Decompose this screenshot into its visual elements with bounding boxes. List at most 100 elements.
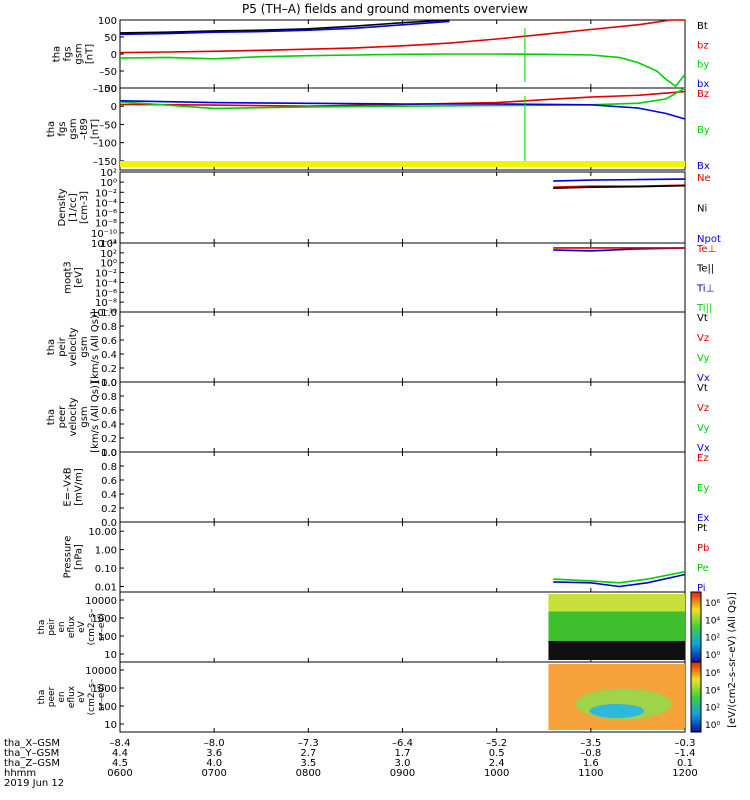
- spectrogram-fill: [589, 704, 645, 718]
- y-axis-label: eV: [77, 620, 87, 633]
- y-tick-label: 10⁻²: [95, 188, 117, 199]
- bottom-row-value: 0700: [201, 768, 226, 779]
- y-axis-label: peir: [57, 336, 68, 356]
- y-axis-label: velocity: [68, 327, 79, 366]
- legend-label: By: [697, 125, 710, 136]
- y-axis-label: peir: [47, 618, 57, 636]
- y-axis-label: gsm: [74, 43, 85, 64]
- plot-title: P5 (TH–A) fields and ground moments over…: [242, 2, 528, 16]
- y-axis-label: Density: [57, 188, 68, 226]
- y-tick-label: 1.0: [101, 308, 117, 319]
- legend-label: Vy: [697, 353, 710, 364]
- legend-label: Ne: [697, 173, 711, 184]
- y-axis-label: [mV/m]: [74, 468, 85, 506]
- legend-label: Te||: [696, 264, 714, 275]
- legend-label: Ti⊥: [696, 283, 714, 294]
- y-tick-label: 10.00: [88, 527, 117, 538]
- legend-label: Npot: [697, 234, 721, 245]
- y-tick-label: –50: [99, 120, 117, 131]
- panel-frame: [119, 171, 686, 244]
- colorbar-label: [eV/(cm2–s–sr–eV) (All Qs)]: [727, 592, 738, 728]
- legend-label: Pb: [697, 543, 709, 554]
- legend-label: bz: [697, 40, 709, 51]
- bottom-row-value: 0.5: [489, 748, 505, 759]
- y-axis-label: eV: [77, 690, 87, 703]
- y-axis-label: tha: [52, 46, 63, 62]
- spectrogram-fill: [548, 594, 685, 612]
- bottom-row-value: 1000: [484, 768, 509, 779]
- y-tick-label: 100: [98, 16, 117, 27]
- bottom-row-value: 3.5: [300, 758, 316, 769]
- bottom-row-value: 0900: [390, 768, 415, 779]
- legend-label: Ez: [697, 453, 709, 464]
- bottom-row-value: –0.3: [675, 738, 696, 749]
- bottom-row-value: 0600: [107, 768, 132, 779]
- series-By: [119, 87, 686, 110]
- panel-frame: [119, 381, 686, 453]
- y-tick-label: 1000: [92, 614, 117, 625]
- spectrogram-peer-eflux: 10000 1000 100 10 tha peer en eflux eV (cm2–s– sr–…: [37, 661, 686, 733]
- colorbar: [690, 591, 702, 663]
- legend-label: bx: [697, 79, 709, 90]
- y-axis-label: [nPa]: [74, 544, 85, 570]
- legend-label: Te⊥: [696, 244, 716, 255]
- legend-label: Ey: [697, 483, 709, 494]
- bottom-row-value: 0800: [296, 768, 321, 779]
- y-axis-label: gsm: [68, 118, 79, 139]
- y-axis-label: peer: [57, 405, 68, 429]
- colorbar-tick-label: 10⁴: [705, 686, 720, 696]
- y-tick-label: 100: [98, 702, 117, 713]
- y-tick-label: 10⁻¹⁰: [91, 229, 117, 240]
- bottom-row-value: –8.0: [204, 738, 225, 749]
- legend-label: Pe: [697, 563, 709, 574]
- series-Npot: [553, 178, 686, 182]
- y-tick-label: 10: [104, 720, 117, 731]
- colorbar-tick-label: 10⁰: [705, 651, 720, 661]
- panel-frame: [119, 311, 686, 383]
- mode-bar: [120, 161, 685, 167]
- bottom-row-value: 1100: [578, 768, 603, 779]
- y-tick-label: 10000: [85, 666, 117, 677]
- spectrogram-peir-eflux: 10000 1000 100 10 tha peir en eflux eV (cm2–s– sr–…: [37, 591, 686, 663]
- spectrogram-fill: [548, 641, 685, 660]
- bottom-row-value: 2.4: [489, 758, 505, 769]
- y-tick-label: 0.0: [101, 518, 117, 529]
- y-tick-label: 1.0: [101, 378, 117, 389]
- y-axis-label: (cm2–s–: [87, 608, 97, 645]
- y-axis-label: [nT]: [90, 119, 101, 139]
- bottom-row-value: –3.5: [580, 738, 601, 749]
- y-tick-label: 10⁰: [100, 178, 117, 189]
- colorbar-tick-label: 10⁴: [705, 616, 720, 626]
- bottom-row-label: tha_X–GSM: [4, 738, 60, 749]
- y-tick-label: 50: [104, 33, 117, 44]
- y-tick-label: 0.2: [101, 504, 117, 515]
- y-tick-label: 50: [104, 84, 117, 95]
- y-axis-label: E=–VxB: [63, 467, 74, 506]
- y-tick-label: 10⁻¹²: [91, 239, 117, 250]
- legend-label: Ni: [697, 204, 707, 215]
- y-axis-label: tha: [37, 690, 47, 705]
- y-axis-label: [km/s (All Qs)]: [90, 381, 101, 453]
- y-axis-label: fgs: [57, 121, 68, 136]
- y-tick-label: –100: [93, 139, 117, 150]
- y-tick-label: 0.0: [101, 448, 117, 459]
- series-Pi: [553, 573, 686, 588]
- y-tick-label: –100: [93, 84, 117, 95]
- bottom-row-label: tha_Z–GSM: [4, 758, 60, 769]
- panel-frame: [119, 451, 686, 523]
- bottom-row-value: –7.3: [298, 738, 319, 749]
- y-tick-label: 10²: [100, 168, 117, 179]
- y-axis-label: Pressure: [63, 536, 74, 579]
- y-tick-label: 10⁻⁶: [95, 288, 117, 299]
- y-axis-label: tha: [46, 339, 57, 355]
- colorbar-tick-label: 10²: [705, 704, 720, 714]
- legend-label: Vt: [697, 313, 708, 324]
- y-tick-label: 0.4: [101, 490, 117, 501]
- panel-efield: 1.0 0.8 0.6 0.4 0.2 0.0 E=–VxB [mV/m] Ez Ey Ex: [63, 448, 710, 529]
- legend-label: Ti||: [696, 303, 712, 314]
- y-tick-label: 1000: [92, 684, 117, 695]
- y-tick-label: 0.4: [101, 350, 117, 361]
